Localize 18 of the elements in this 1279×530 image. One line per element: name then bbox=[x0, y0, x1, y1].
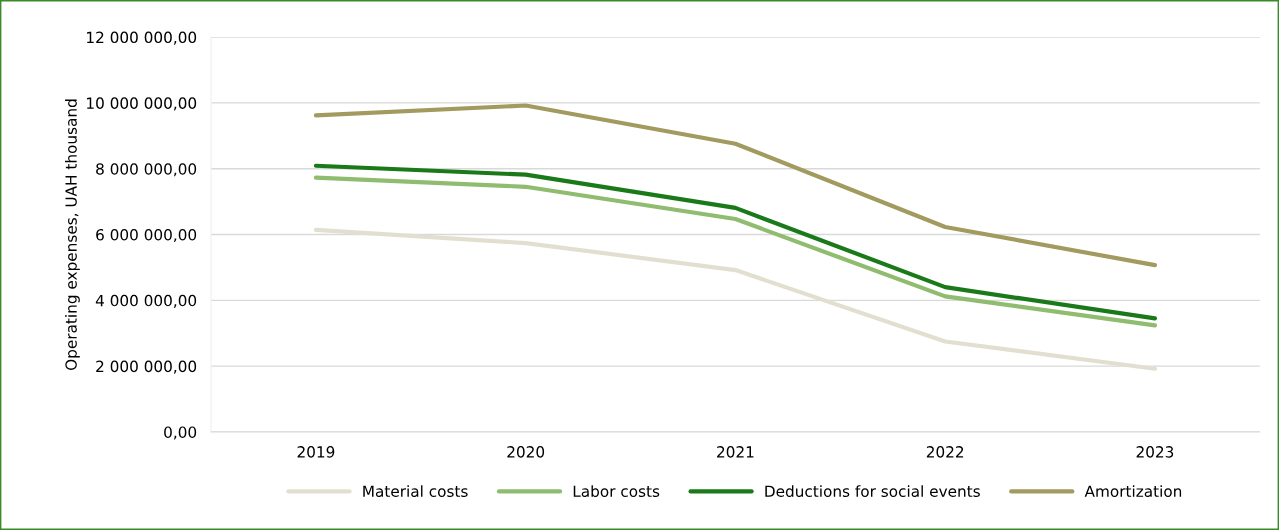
y-tick-label: 2 000 000,00 bbox=[96, 360, 197, 374]
y-tick-label: 12 000 000,00 bbox=[87, 31, 197, 45]
legend-label: Labor costs bbox=[573, 485, 660, 498]
x-tick-label: 2021 bbox=[717, 446, 754, 458]
legend-label: Deductions for social events bbox=[765, 485, 980, 498]
x-tick-label: 2020 bbox=[507, 446, 545, 458]
y-tick-label: 0,00 bbox=[164, 426, 197, 440]
x-tick-label: 2022 bbox=[926, 446, 964, 458]
y-tick-label: 8 000 000,00 bbox=[96, 163, 197, 177]
x-tick-label: 2023 bbox=[1136, 446, 1174, 458]
legend-label: Material costs bbox=[363, 485, 468, 498]
x-tick-label: 2019 bbox=[297, 446, 335, 458]
y-tick-label: 6 000 000,00 bbox=[96, 228, 197, 243]
y-axis-title: Operating expenses, UAH thousand bbox=[65, 99, 80, 370]
legend-label: Amortization bbox=[1084, 485, 1182, 498]
y-tick-label: 4 000 000,00 bbox=[95, 294, 197, 308]
y-tick-label: 10 000 000,00 bbox=[87, 97, 197, 111]
line-series bbox=[313, 103, 1158, 268]
